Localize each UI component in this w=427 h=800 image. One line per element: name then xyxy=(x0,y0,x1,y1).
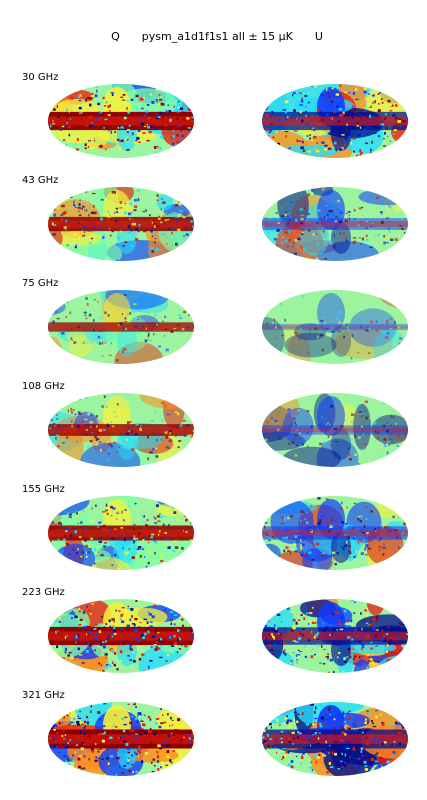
frequency-label: 108 GHz xyxy=(22,381,65,392)
frequency-row: 30 GHz xyxy=(0,70,427,182)
u-map-43ghz xyxy=(262,187,408,261)
title-text: pysm_a1d1f1s1 all ± 15 μK xyxy=(141,30,293,43)
u-map-108ghz xyxy=(262,393,408,467)
frequency-row: 155 GHz xyxy=(0,482,427,594)
frequency-label: 155 GHz xyxy=(22,484,65,495)
q-map-155ghz xyxy=(48,496,194,570)
u-map-321ghz xyxy=(262,702,408,776)
frequency-label: 223 GHz xyxy=(22,587,65,598)
frequency-row: 75 GHz xyxy=(0,276,427,388)
frequency-label: 43 GHz xyxy=(22,175,59,186)
frequency-row: 223 GHz xyxy=(0,585,427,697)
frequency-row: 108 GHz xyxy=(0,379,427,491)
frequency-label: 321 GHz xyxy=(22,690,65,701)
q-map-75ghz xyxy=(48,290,194,364)
u-map-75ghz xyxy=(262,290,408,364)
frequency-label: 75 GHz xyxy=(22,278,59,289)
u-map-155ghz xyxy=(262,496,408,570)
u-map-30ghz xyxy=(262,84,408,158)
q-map-30ghz xyxy=(48,84,194,158)
frequency-row: 321 GHz xyxy=(0,688,427,800)
u-column-label: U xyxy=(314,30,323,43)
q-map-223ghz xyxy=(48,599,194,673)
q-map-321ghz xyxy=(48,702,194,776)
q-map-108ghz xyxy=(48,393,194,467)
frequency-row: 43 GHz xyxy=(0,173,427,285)
u-map-223ghz xyxy=(262,599,408,673)
q-map-43ghz xyxy=(48,187,194,261)
q-column-label: Q xyxy=(111,30,120,43)
frequency-label: 30 GHz xyxy=(22,72,59,83)
